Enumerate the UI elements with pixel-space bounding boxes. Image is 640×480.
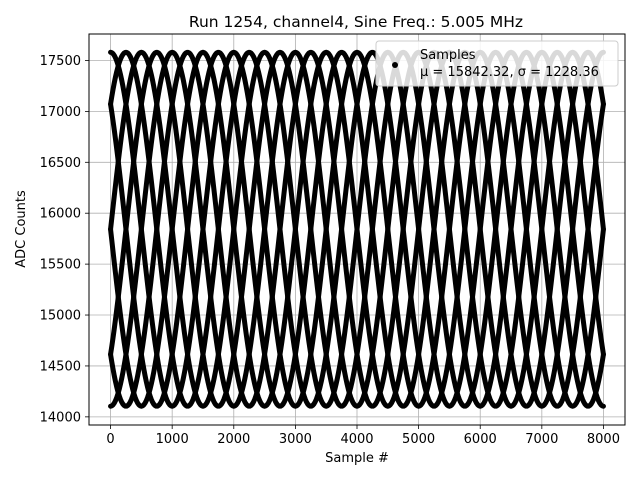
y-tick-label: 14500 xyxy=(40,359,81,374)
x-tick-label: 3000 xyxy=(279,432,312,447)
x-axis-label: Sample # xyxy=(325,451,389,466)
legend-stats: μ = 15842.32, σ = 1228.36 xyxy=(420,65,599,80)
x-tick-label: 4000 xyxy=(340,432,373,447)
chart-title: Run 1254, channel4, Sine Freq.: 5.005 MH… xyxy=(189,13,523,31)
y-tick-label: 15000 xyxy=(40,309,81,324)
x-axis-ticks: 0 1000 2000 3000 4000 5000 6000 7000 8000 xyxy=(106,425,620,447)
y-tick-label: 14000 xyxy=(40,410,81,425)
y-tick-label: 17000 xyxy=(40,105,81,120)
data-series-samples xyxy=(108,49,606,409)
x-tick-label: 7000 xyxy=(525,432,558,447)
legend: Samples μ = 15842.32, σ = 1228.36 xyxy=(375,40,619,87)
sample-curve-0 xyxy=(108,49,606,409)
x-tick-label: 5000 xyxy=(402,432,435,447)
x-tick-label: 8000 xyxy=(587,432,620,447)
y-tick-label: 16500 xyxy=(40,156,81,171)
x-tick-label: 0 xyxy=(106,432,114,447)
y-tick-label: 15500 xyxy=(40,258,81,273)
y-tick-label: 17500 xyxy=(40,54,81,69)
legend-series-name: Samples xyxy=(420,48,476,63)
y-tick-label: 16000 xyxy=(40,207,81,222)
y-axis-ticks: 14000 14500 15000 15500 16000 16500 17000 17500 xyxy=(40,54,89,425)
legend-marker xyxy=(392,62,398,68)
sample-curve-4 xyxy=(108,49,606,409)
x-tick-label: 1000 xyxy=(156,432,189,447)
legend-box xyxy=(375,40,619,87)
sample-curve-7 xyxy=(108,49,606,409)
y-axis-label: ADC Counts xyxy=(14,190,29,268)
x-tick-label: 2000 xyxy=(217,432,250,447)
x-tick-label: 6000 xyxy=(464,432,497,447)
